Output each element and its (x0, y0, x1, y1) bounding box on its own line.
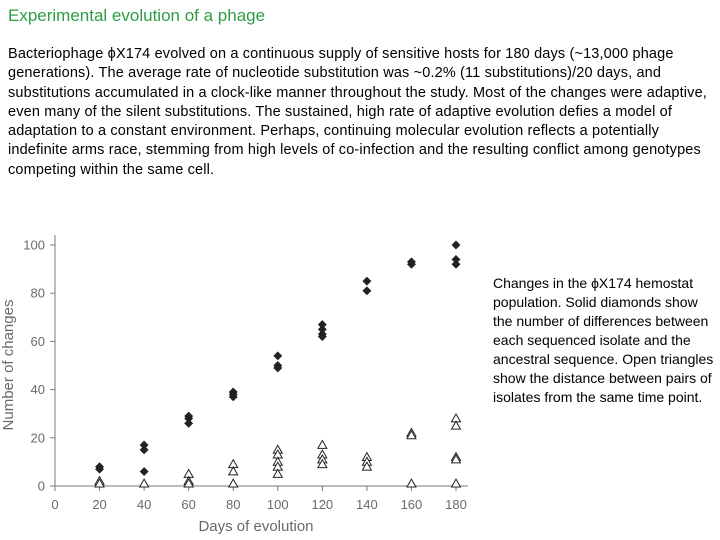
caption-body: X174 hemostat population. Solid diamonds… (493, 275, 714, 405)
intro-prefix: Bacteriophage (8, 46, 108, 62)
chart-axes (50, 235, 468, 491)
y-tick-label: 60 (31, 334, 45, 349)
triangle-point (272, 468, 284, 478)
slide-title: Experimental evolution of a phage (8, 6, 266, 25)
diamond-point (228, 392, 238, 402)
x-axis-label: Days of evolution (198, 518, 313, 535)
x-tick-labels: 0 20 40 60 80 100 120 140 160 180 (51, 497, 466, 512)
x-tick-label: 20 (92, 497, 106, 512)
triangle-point (361, 461, 373, 471)
y-tick-label: 40 (31, 382, 45, 397)
triangle-point (316, 439, 328, 449)
triangle-point (316, 458, 328, 469)
diamond-point (184, 418, 194, 428)
x-tick-label: 80 (226, 497, 240, 512)
diamond-point (362, 276, 372, 286)
diamond-point (406, 259, 416, 269)
diamond-point (451, 240, 461, 250)
triangle-point (94, 478, 105, 488)
y-tick-label: 0 (38, 479, 45, 494)
triangle-point (227, 466, 239, 476)
triangle-point (406, 478, 417, 488)
triangle-point (406, 429, 417, 440)
triangle-point (227, 478, 239, 488)
x-tick-label: 60 (181, 497, 195, 512)
x-tick-label: 160 (401, 497, 423, 512)
triangle-point (450, 478, 462, 488)
x-tick-label: 180 (445, 497, 467, 512)
y-tick-label: 20 (31, 430, 45, 445)
caption-prefix: Changes in the (493, 275, 592, 291)
caption-phi-symbol: ϕ (591, 275, 599, 291)
figure-caption: Changes in the ϕX174 hemostat population… (493, 274, 715, 407)
y-tick-label: 80 (31, 286, 45, 301)
diamond-point (273, 363, 283, 373)
diamond-point (273, 351, 283, 361)
intro-paragraph: Bacteriophage ϕX174 evolved on a continu… (8, 45, 712, 180)
x-tick-label: 120 (311, 497, 333, 512)
triangle-point (138, 478, 150, 488)
x-tick-label: 100 (267, 497, 289, 512)
data-points (94, 240, 462, 488)
x-tick-label: 40 (137, 497, 151, 512)
x-tick-label: 0 (51, 497, 58, 512)
diamond-point (139, 445, 149, 455)
y-tick-label: 100 (23, 238, 45, 253)
y-tick-labels: 0 20 40 60 80 100 (23, 238, 45, 494)
phi-symbol: ϕ (107, 46, 116, 62)
intro-body: X174 evolved on a continuous supply of s… (8, 46, 707, 178)
diamond-point (451, 259, 461, 269)
y-axis-label: Number of changes (0, 300, 17, 431)
diamond-point (139, 466, 149, 477)
triangle-point (183, 478, 195, 488)
triangle-point (450, 453, 462, 464)
diamond-point (95, 464, 105, 474)
diamond-point (362, 286, 372, 296)
triangle-point (450, 420, 462, 430)
diamond-point (317, 332, 327, 342)
x-tick-label: 140 (356, 497, 378, 512)
changes-chart: 0 20 40 60 80 100 120 140 160 180 0 20 40 60 80 100 Da… (0, 235, 468, 535)
